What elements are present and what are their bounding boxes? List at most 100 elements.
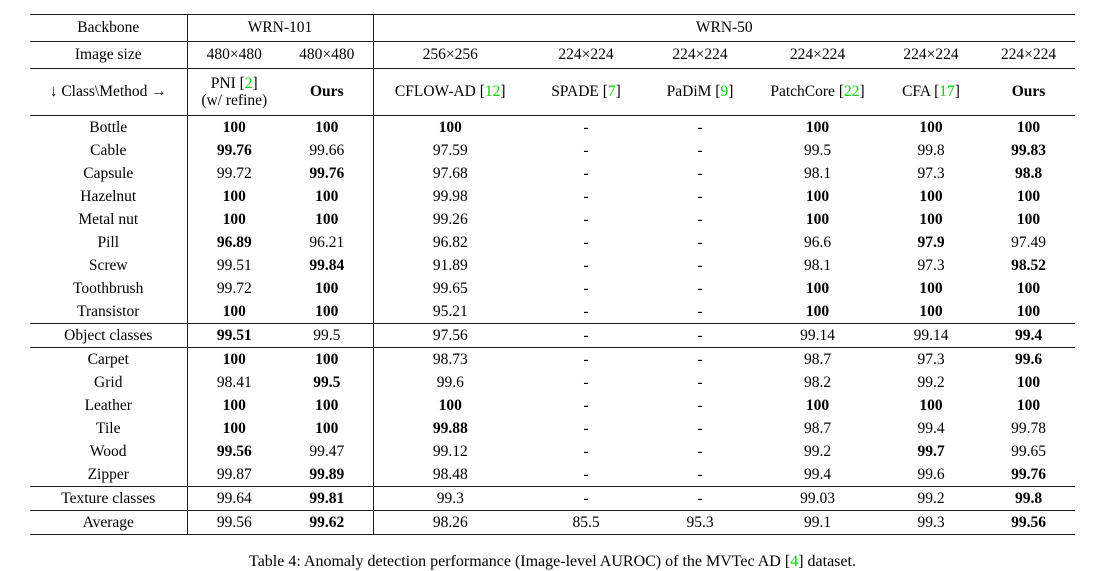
value-cell: - [583,442,589,460]
value-cell: 99.98 [432,187,468,205]
value-cell: - [583,302,589,320]
value-cell: 100 [222,302,246,320]
image-size-cell: 480×480 [281,41,374,69]
class-label: Tile [30,417,188,440]
value-cell: 99.66 [281,139,374,162]
value-cell: 97.3 [917,256,945,274]
value-cell: 99.4 [803,465,832,483]
citation: 17 [939,83,955,101]
caption-text-prefix: Table 4: Anomaly detection performance (… [249,553,791,570]
value-cell: - [583,465,589,483]
value-cell: 98.73 [432,350,468,368]
class-label: Grid [30,371,188,394]
table-row: Transistor 100 100 95.21 - - 100 100 100 [30,300,1075,324]
value-cell: - [645,323,756,348]
value-cell: 97.3 [917,164,945,182]
value-cell: 100 [805,279,830,297]
image-size-row: Image size 480×480 480×480 256×256 224×224 2… [30,41,1076,69]
value-cell: 100 [222,187,246,205]
value-cell: 96.82 [432,233,468,251]
class-method-label: ↓ Class\Method → [30,68,188,116]
value-cell: 100 [281,185,374,208]
value-cell: 100 [919,279,943,297]
value-cell: - [697,118,703,136]
value-cell: 95.3 [645,510,756,535]
table-row: Cable 99.76 99.66 97.59 - - 99.5 99.8 99.83 [30,139,1075,162]
value-cell: 100 [919,396,943,414]
table-row: Grid 98.41 99.5 99.6 - - 98.2 99.2 100 [30,371,1075,394]
value-cell: - [583,164,589,182]
summary-label: Texture classes [30,486,188,511]
class-label: Toothbrush [30,277,188,300]
value-cell: - [697,419,703,437]
table-row: Zipper 99.87 99.89 98.48 - - 99.4 99.6 99.76 [30,463,1075,487]
value-cell: 100 [919,302,943,320]
value-cell: 100 [281,277,374,300]
backbone-row: Backbone WRN-101 WRN-50 [30,14,1076,42]
value-cell: 98.2 [803,373,832,391]
value-cell: - [697,396,703,414]
value-cell: 100 [222,118,246,136]
value-cell: - [697,465,703,483]
table-row: Carpet 100 100 98.73 - - 98.7 97.3 99.6 [30,347,1075,371]
image-size-cell: 224×224 [755,41,881,69]
value-cell: 98.41 [216,373,252,391]
value-cell: 99.8 [917,141,945,159]
method-name: Ours [1011,83,1046,101]
image-size-cell: 224×224 [645,41,756,69]
value-cell: 99.14 [755,323,881,348]
value-cell: - [697,233,703,251]
paper-page: Backbone WRN-101 WRN-50 Image size 480×4… [0,14,1101,571]
value-cell: 96.6 [803,233,832,251]
method-header: Ours [281,68,374,116]
table-caption: Table 4: Anomaly detection performance (… [30,553,1075,571]
value-cell: 99.3 [373,486,528,511]
summary-label: Object classes [30,323,188,348]
value-cell: 99.6 [917,465,945,483]
value-cell: 91.89 [432,256,468,274]
method-header: Ours [982,68,1076,116]
backbone-group-wrn101: WRN-101 [187,14,374,42]
value-cell: 99.64 [187,486,281,511]
image-size-cell: 224×224 [527,41,646,69]
value-cell: 99.03 [755,486,881,511]
method-name: SPADE [7] [551,83,621,101]
value-cell: 99.51 [187,323,281,348]
value-cell: - [583,141,589,159]
value-cell: 100 [1016,187,1041,205]
value-cell: - [697,187,703,205]
value-cell: 100 [1016,302,1041,320]
method-name: PaDiM [9] [666,83,734,101]
method-header-row: ↓ Class\Method → PNI [2] (w/ refine) Ours C… [30,68,1076,116]
value-cell: 100 [281,417,374,440]
value-cell: 100 [222,396,246,414]
class-label: Metal nut [30,208,188,231]
method-name: Ours [309,83,344,101]
value-cell: 99.12 [432,442,468,460]
value-cell: 99.87 [216,465,252,483]
value-cell: 100 [919,187,943,205]
value-cell: 100 [222,419,246,437]
table-row: Hazelnut 100 100 99.98 - - 100 100 100 [30,185,1075,208]
class-label: Zipper [30,463,188,487]
value-cell: - [583,373,589,391]
value-cell: 99.78 [1011,419,1046,437]
value-cell: 97.68 [432,164,468,182]
method-header: PNI [2] (w/ refine) [187,68,281,116]
class-label: Wood [30,440,188,463]
value-cell: 99.65 [432,279,468,297]
value-cell: 97.3 [917,350,945,368]
value-cell: 98.1 [803,256,832,274]
value-cell: - [583,419,589,437]
table-row: Bottle 100 100 100 - - 100 100 100 [30,115,1075,139]
summary-label: Average [30,510,188,535]
value-cell: 97.49 [1011,233,1046,251]
table-row: Leather 100 100 100 - - 100 100 100 [30,394,1075,417]
value-cell: 99.84 [281,254,374,277]
method-header: CFLOW-AD [12] [373,68,528,116]
value-cell: 100 [222,350,246,368]
value-cell: 100 [281,300,374,324]
table-row: Wood 99.56 99.47 99.12 - - 99.2 99.7 99.65 [30,440,1075,463]
value-cell: 100 [1016,210,1041,228]
method-name: CFLOW-AD [12] [394,83,506,101]
